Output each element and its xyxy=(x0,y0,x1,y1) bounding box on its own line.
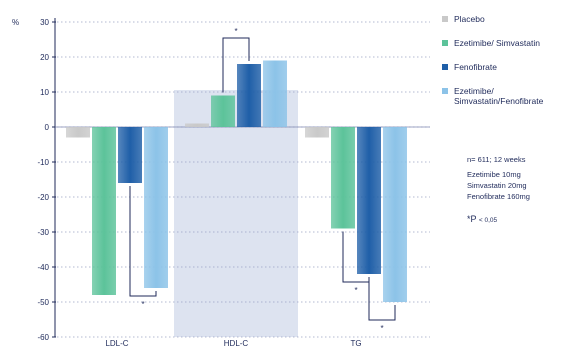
category-label: HDL-C xyxy=(224,339,249,348)
bar xyxy=(66,127,90,138)
y-tick-label: -30 xyxy=(37,228,49,237)
significance-star: * xyxy=(234,27,237,36)
legend-swatch-triple-combo xyxy=(442,88,448,94)
bar xyxy=(263,60,287,127)
legend-label-fenofibrate: Fenofibrate xyxy=(454,62,497,72)
category-label: TG xyxy=(350,339,361,348)
bar xyxy=(144,127,168,288)
legend-swatch-placebo xyxy=(442,16,448,22)
significance-bracket xyxy=(222,37,250,93)
legend: Placebo Ezetimibe/ Simvastatin Fenofibra… xyxy=(442,14,578,120)
significance-star: * xyxy=(141,300,144,309)
y-tick-label: 0 xyxy=(45,123,50,132)
bar xyxy=(92,127,116,295)
legend-item-fenofibrate: Fenofibrate xyxy=(442,62,578,72)
bar xyxy=(118,127,142,183)
bar xyxy=(383,127,407,302)
legend-label-ezetimibe-simvastatin: Ezetimibe/ Simvastatin xyxy=(454,38,540,48)
significance-note: *P < 0,05 xyxy=(467,215,577,225)
y-tick-label: -50 xyxy=(37,298,49,307)
study-size-note: n= 611; 12 weeks xyxy=(467,155,526,164)
category-label: LDL-C xyxy=(105,339,128,348)
bar xyxy=(305,127,329,138)
legend-item-triple-combo: Ezetimibe/ Simvastatin/Fenofibrate xyxy=(442,86,578,106)
y-tick-label: 20 xyxy=(40,53,49,62)
bar xyxy=(211,95,235,127)
legend-item-placebo: Placebo xyxy=(442,14,578,24)
significance-bracket xyxy=(368,277,396,321)
significance-bracket xyxy=(129,186,157,297)
y-tick-label: -40 xyxy=(37,263,49,272)
highlight-band xyxy=(174,90,298,337)
bar xyxy=(237,64,261,127)
y-tick-label: -10 xyxy=(37,158,49,167)
significance-star: * xyxy=(380,324,383,333)
y-tick-label: -20 xyxy=(37,193,49,202)
bar xyxy=(185,123,209,127)
y-axis-label: % xyxy=(12,18,19,27)
dose-note-simvastatin: Simvastatin 20mg xyxy=(467,181,527,190)
legend-swatch-fenofibrate xyxy=(442,64,448,70)
significance-symbol: *P xyxy=(467,214,477,224)
legend-label-placebo: Placebo xyxy=(454,14,485,24)
dose-note-ezetimibe: Ezetimibe 10mg xyxy=(467,170,521,179)
bar xyxy=(357,127,381,274)
bar xyxy=(331,127,355,229)
legend-label-triple-combo: Ezetimibe/ Simvastatin/Fenofibrate xyxy=(454,86,544,106)
y-tick-label: -60 xyxy=(37,333,49,342)
legend-item-ezetimibe-simvastatin: Ezetimibe/ Simvastatin xyxy=(442,38,578,48)
y-tick-label: 30 xyxy=(40,18,49,27)
dose-note-fenofibrate: Fenofibrate 160mg xyxy=(467,192,530,201)
significance-star: * xyxy=(354,286,357,295)
study-notes: n= 611; 12 weeks Ezetimibe 10mg Simvasta… xyxy=(467,155,577,231)
significance-threshold: < 0,05 xyxy=(478,217,498,224)
y-tick-label: 10 xyxy=(40,88,49,97)
legend-swatch-ezetimibe-simvastatin xyxy=(442,40,448,46)
